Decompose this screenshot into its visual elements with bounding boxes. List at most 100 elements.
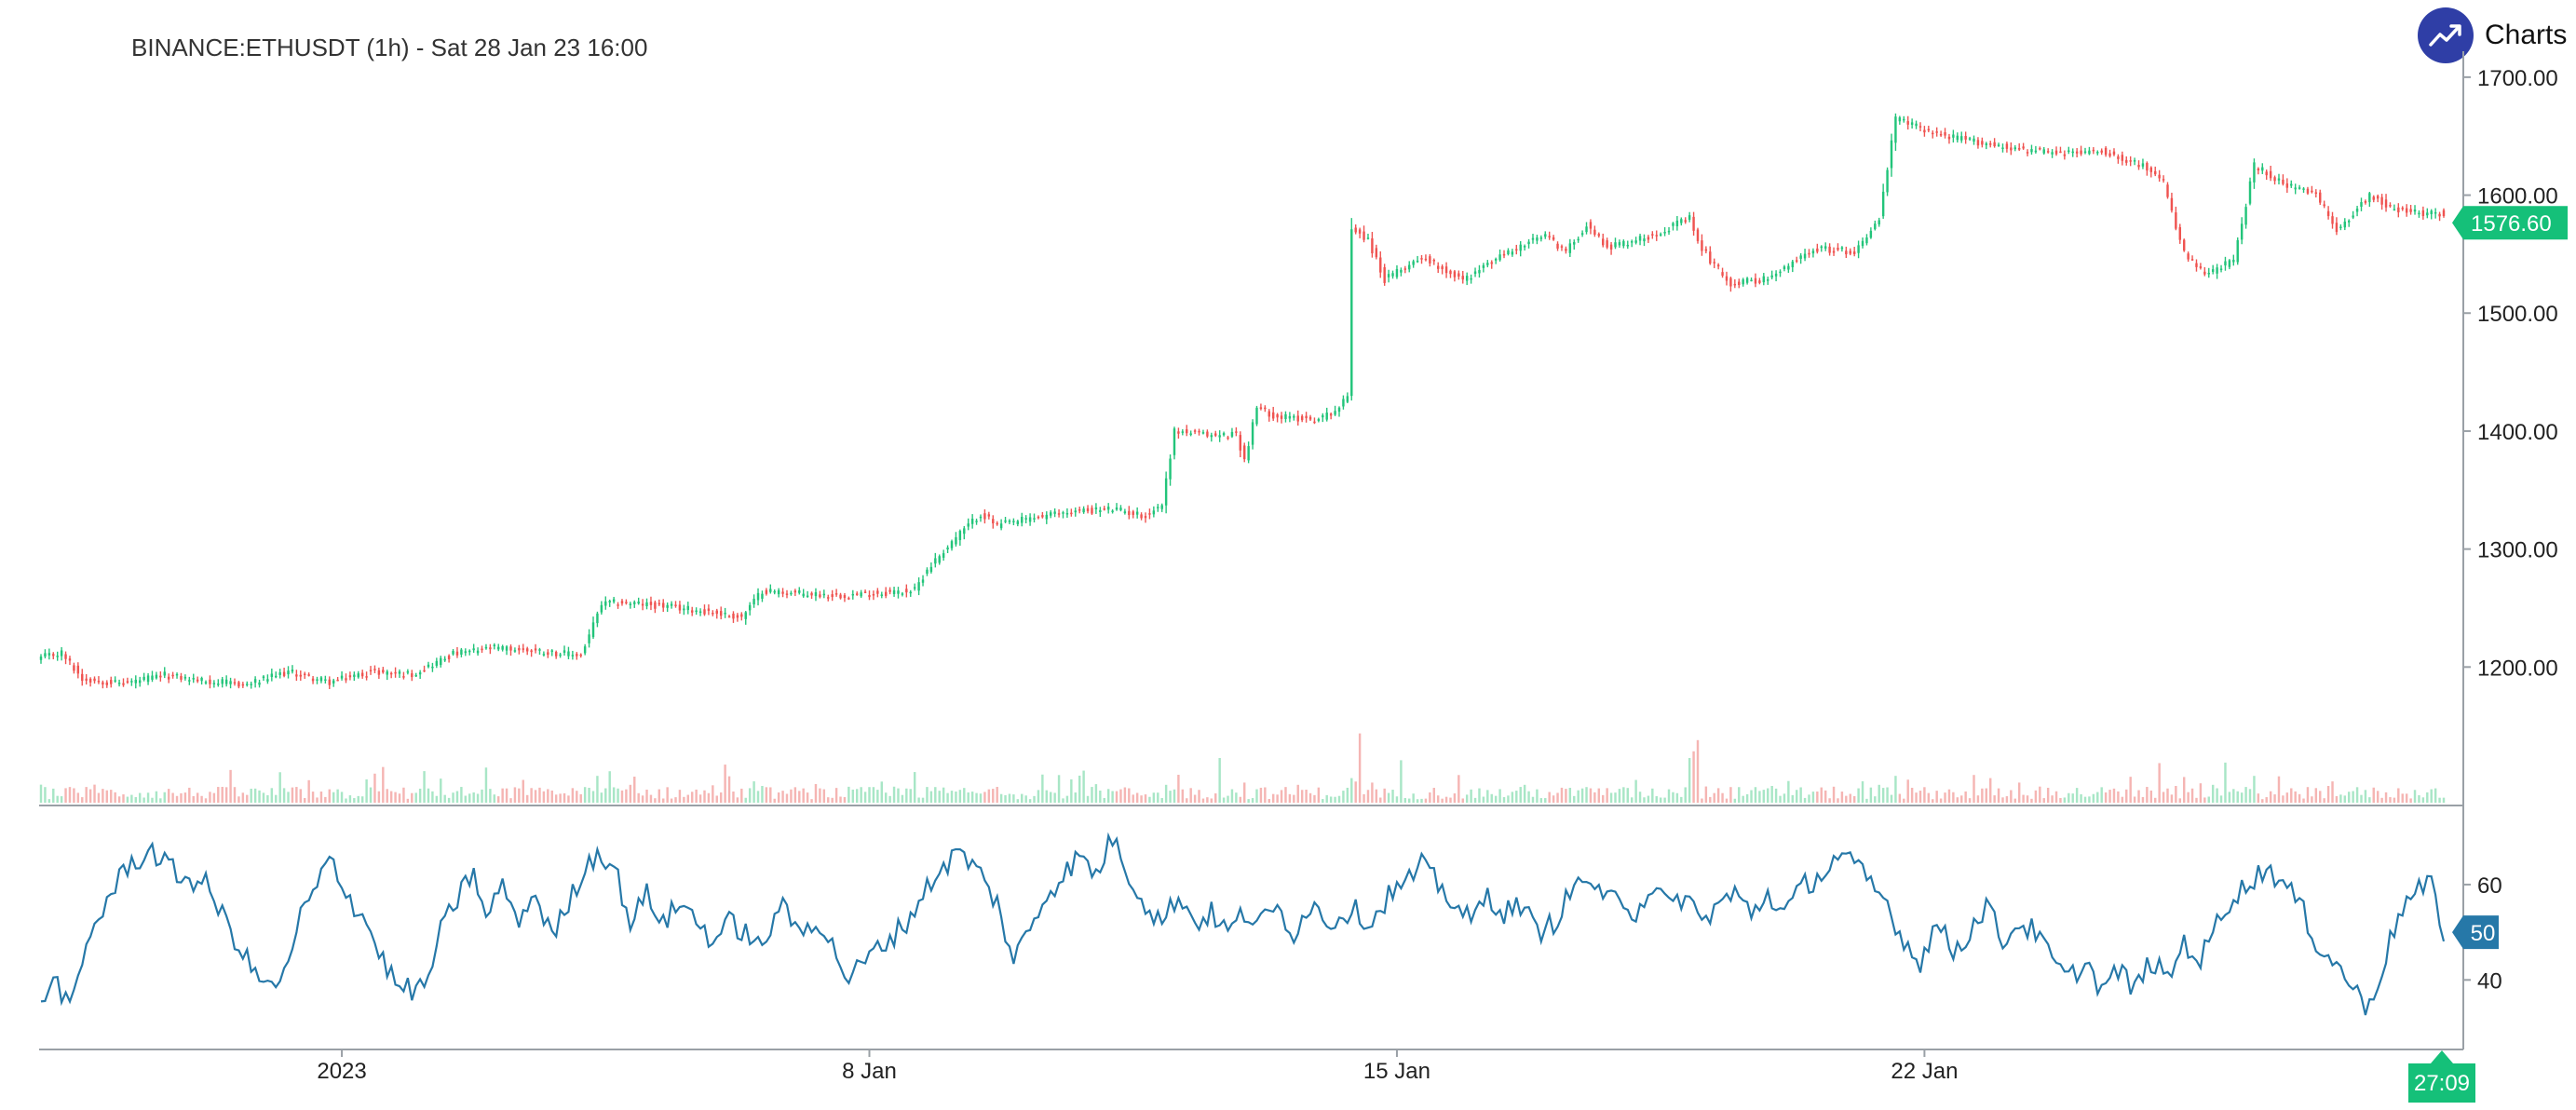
candle-body bbox=[85, 678, 88, 681]
brand-name[interactable]: Charts p bbox=[2485, 20, 2576, 50]
candle-body bbox=[1086, 508, 1090, 512]
candle-body bbox=[1783, 266, 1786, 269]
candle-body bbox=[1218, 435, 1221, 438]
candle-body bbox=[2294, 187, 2297, 190]
candle-body bbox=[52, 654, 55, 657]
candle-body bbox=[999, 523, 1003, 529]
volume-bar bbox=[1387, 792, 1390, 803]
volume-bar bbox=[2228, 792, 2231, 803]
volume-bar bbox=[332, 792, 335, 803]
candle-body bbox=[1993, 142, 1996, 147]
candle-body bbox=[2413, 210, 2417, 212]
volume-bar bbox=[761, 786, 764, 803]
volume-bar bbox=[1840, 792, 1844, 803]
volume-bar bbox=[1803, 797, 1807, 803]
candle-body bbox=[1132, 511, 1134, 515]
volume-bar bbox=[1498, 789, 1501, 803]
volume-bar bbox=[2017, 782, 2021, 803]
candle-body bbox=[204, 682, 208, 684]
volume-bar bbox=[2273, 794, 2276, 803]
volume-bar bbox=[1602, 794, 1605, 803]
candle-body bbox=[345, 678, 347, 681]
candle-body bbox=[1350, 229, 1353, 397]
volume-bar bbox=[2104, 792, 2108, 803]
volume-bar bbox=[1284, 787, 1287, 803]
candle-body bbox=[1457, 273, 1460, 278]
volume-bar bbox=[1968, 798, 1972, 803]
volume-bar bbox=[1903, 798, 1905, 803]
candle-body bbox=[2042, 149, 2045, 154]
candle-body bbox=[431, 666, 434, 669]
candle-body bbox=[2034, 150, 2038, 153]
volume-bar bbox=[1568, 788, 1572, 803]
candle-body bbox=[1206, 431, 1209, 437]
candle-body bbox=[64, 654, 67, 659]
volume-bar bbox=[1206, 797, 1209, 803]
volume-bar bbox=[790, 789, 793, 803]
candle-body bbox=[2005, 143, 2009, 149]
candle-body bbox=[126, 681, 129, 684]
candle-body bbox=[2355, 209, 2359, 212]
candle-body bbox=[217, 684, 220, 685]
volume-bar bbox=[2355, 787, 2359, 803]
brand[interactable]: Charts p bbox=[2418, 7, 2576, 63]
volume-bar bbox=[1242, 782, 1246, 803]
candle-body bbox=[1099, 509, 1102, 512]
volume-bar bbox=[1148, 796, 1151, 803]
volume-bar bbox=[2352, 791, 2354, 803]
candle-body bbox=[1363, 231, 1365, 240]
candle-body bbox=[2187, 253, 2190, 260]
candle-body bbox=[1416, 260, 1419, 263]
candle-body bbox=[1164, 478, 1168, 506]
volume-bar bbox=[856, 789, 859, 803]
candle-body bbox=[934, 558, 937, 564]
volume-bar bbox=[1733, 798, 1737, 803]
candle-body bbox=[1486, 263, 1489, 265]
volume-bar bbox=[950, 791, 954, 803]
candle-body bbox=[1053, 511, 1056, 514]
volume-bar bbox=[1366, 790, 1370, 803]
volume-bar bbox=[345, 798, 347, 803]
candle-body bbox=[484, 646, 488, 649]
volume-bar bbox=[1078, 775, 1081, 803]
candle-body bbox=[155, 674, 158, 679]
candle-body bbox=[1128, 510, 1131, 516]
candle-body bbox=[579, 654, 582, 657]
volume-bar bbox=[319, 792, 323, 803]
candle-body bbox=[1198, 430, 1200, 433]
candle-body bbox=[950, 541, 954, 548]
volume-bar bbox=[1915, 792, 1918, 803]
candle-body bbox=[2442, 210, 2446, 217]
volume-bar bbox=[683, 796, 685, 803]
candle-body bbox=[1173, 428, 1176, 455]
candle-body bbox=[724, 612, 726, 615]
volume-bar bbox=[282, 788, 286, 803]
volume-bar bbox=[1894, 776, 1897, 803]
volume-bar bbox=[278, 772, 281, 803]
volume-bar bbox=[389, 791, 393, 803]
rsi-value-label: 50 bbox=[2471, 921, 2496, 946]
candle-body bbox=[649, 602, 653, 605]
candle-body bbox=[130, 681, 133, 683]
volume-bar bbox=[2434, 788, 2437, 803]
volume-bar bbox=[1128, 788, 1131, 803]
volume-bar bbox=[1997, 788, 2000, 803]
candle-body bbox=[493, 644, 496, 647]
volume-bar bbox=[1643, 797, 1646, 803]
volume-bar bbox=[781, 791, 784, 803]
volume-bar bbox=[443, 794, 446, 803]
volume-bar bbox=[591, 791, 595, 803]
candle-body bbox=[1536, 237, 1539, 241]
candle-body bbox=[1021, 516, 1024, 523]
candle-body bbox=[2343, 221, 2347, 228]
volume-bar bbox=[1618, 789, 1621, 803]
x-axis: 2023 8 Jan 15 Jan 22 Jan bbox=[317, 1049, 1958, 1084]
volume-bar bbox=[287, 792, 290, 803]
candle-body bbox=[398, 671, 401, 674]
candle-body bbox=[1239, 435, 1242, 451]
candle-body bbox=[1881, 191, 1885, 217]
volume-bar bbox=[1024, 795, 1027, 803]
volume-bar bbox=[1820, 787, 1823, 803]
volume-bar bbox=[1288, 793, 1292, 803]
